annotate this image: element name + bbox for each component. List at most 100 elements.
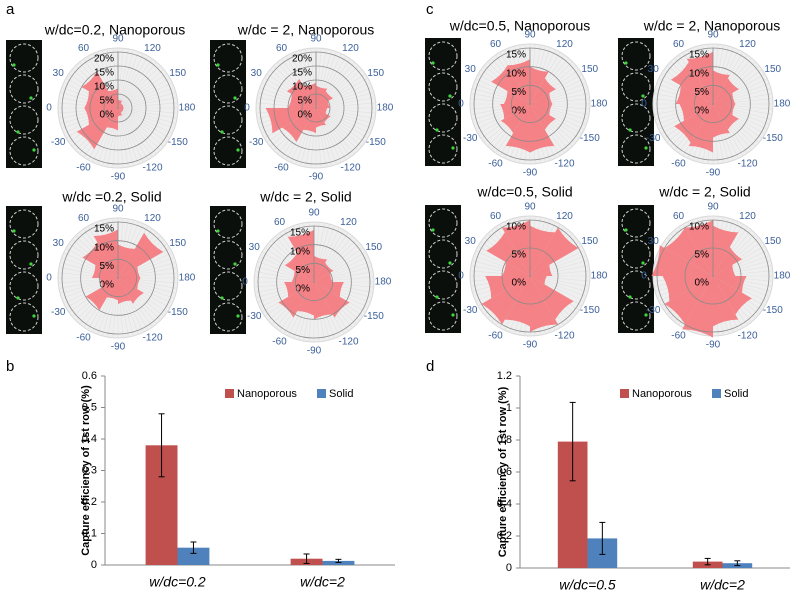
legend-swatch xyxy=(225,389,234,398)
theta-tick-label: -30 xyxy=(646,305,661,316)
legend-swatch xyxy=(317,389,326,398)
theta-tick-label: 120 xyxy=(556,211,573,222)
theta-tick-label: 120 xyxy=(739,211,756,222)
spoke xyxy=(117,107,173,134)
rose-petal xyxy=(118,108,123,117)
theta-tick-label: 30 xyxy=(251,68,263,79)
r-tick-label: 10% xyxy=(94,82,114,93)
r-tick-label: 5% xyxy=(298,96,313,107)
micrograph-well xyxy=(428,134,458,164)
micrograph-well xyxy=(428,208,458,238)
micrograph-well xyxy=(213,209,243,239)
rose-petal xyxy=(316,91,333,108)
micrograph xyxy=(210,40,246,168)
micrograph-well xyxy=(621,208,651,238)
rose-petal xyxy=(688,104,713,153)
rose-petal xyxy=(530,276,574,320)
spoke xyxy=(117,107,157,155)
micrograph-well xyxy=(428,41,458,71)
micrograph xyxy=(618,205,654,333)
theta-tick-label: -30 xyxy=(51,307,66,318)
micrograph-cell xyxy=(628,295,632,299)
theta-tick-label: -150 xyxy=(763,133,783,144)
r-tick-label: 5% xyxy=(100,96,115,107)
rose-petal xyxy=(316,101,330,108)
theta-tick-label: 0 xyxy=(46,273,52,284)
rose-petal xyxy=(118,99,123,108)
spoke xyxy=(117,107,165,147)
theta-tick-label: 180 xyxy=(774,99,791,110)
rose-petal xyxy=(314,255,328,282)
r-tick-label: 0% xyxy=(695,106,710,117)
micrograph-cell xyxy=(220,296,224,300)
y-tick-label: 0.4 xyxy=(82,433,97,445)
theta-tick-label: 60 xyxy=(490,211,502,222)
spoke xyxy=(117,107,153,158)
rose-petal xyxy=(118,108,124,111)
theta-tick-label: 90 xyxy=(310,34,322,45)
spoke xyxy=(117,55,149,109)
x-tick-label: w/dc=2 xyxy=(700,577,745,593)
rose-petal xyxy=(99,278,118,288)
theta-tick-label: -90 xyxy=(523,168,538,179)
legend-label: Solid xyxy=(724,388,748,400)
legend-swatch xyxy=(712,389,721,398)
micrograph-well xyxy=(428,301,458,331)
micrograph xyxy=(6,206,42,334)
theta-tick-label: -60 xyxy=(272,336,287,347)
spoke xyxy=(117,107,134,167)
panel-label: b xyxy=(6,358,14,375)
theta-tick-label: -60 xyxy=(274,162,289,173)
spoke xyxy=(117,107,124,168)
micrograph-cell xyxy=(644,313,648,317)
rose-petal xyxy=(288,94,316,108)
spoke xyxy=(117,102,178,109)
theta-tick-label: 60 xyxy=(673,39,685,50)
micrograph-well xyxy=(213,74,243,104)
micrograph xyxy=(210,206,246,334)
spoke xyxy=(117,107,168,143)
r-tick-label: 15% xyxy=(506,50,526,61)
theta-tick-label: 30 xyxy=(53,238,65,249)
rose-petal xyxy=(314,282,333,320)
micrograph-cell xyxy=(12,63,16,67)
rose-petal xyxy=(664,276,713,325)
rose-petal xyxy=(530,276,547,285)
rose-petal xyxy=(118,103,123,108)
micrograph-well xyxy=(213,302,243,332)
spoke xyxy=(117,92,177,109)
rose-petal xyxy=(664,227,713,276)
rose-petal xyxy=(118,108,123,113)
r-tick-label: 5% xyxy=(296,265,311,276)
y-tick-label: 0.2 xyxy=(497,530,512,542)
micrograph xyxy=(6,40,42,168)
theta-tick-label: -90 xyxy=(706,168,721,179)
theta-tick-label: 180 xyxy=(375,277,392,288)
micrograph-well xyxy=(428,239,458,269)
y-tick-label: 1 xyxy=(506,402,512,414)
theta-tick-label: -30 xyxy=(463,305,478,316)
r-tick-label: 10% xyxy=(689,68,709,79)
rose-petal xyxy=(685,220,713,276)
y-tick-label: 0.8 xyxy=(497,434,512,446)
theta-tick-label: -60 xyxy=(488,330,503,341)
theta-tick-label: 60 xyxy=(78,213,90,224)
rose-petal xyxy=(682,276,713,338)
micrograph-cell xyxy=(624,228,628,232)
rose-petal xyxy=(530,264,553,276)
chart-title: w/dc = 2, Solid xyxy=(658,184,750,200)
micrograph-cell xyxy=(233,96,237,100)
rose-petal xyxy=(314,272,333,282)
theta-tick-label: 60 xyxy=(490,39,502,50)
micrograph-well xyxy=(9,240,39,270)
spoke xyxy=(117,107,129,168)
theta-tick-label: -150 xyxy=(168,307,188,318)
theta-tick-label: -30 xyxy=(463,133,478,144)
rose-petal xyxy=(530,66,549,104)
micrograph-well xyxy=(9,105,39,135)
rose-petal xyxy=(284,282,314,297)
theta-tick-label: 150 xyxy=(581,64,598,75)
micrograph-cell xyxy=(236,314,240,318)
theta-tick-label: 180 xyxy=(179,103,196,114)
